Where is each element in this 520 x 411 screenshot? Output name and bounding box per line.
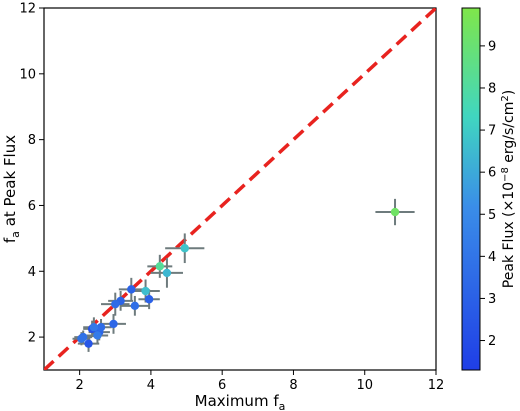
- data-point: [84, 339, 93, 348]
- x-tick-label: 10: [356, 378, 373, 393]
- data-point: [180, 244, 189, 253]
- data-point: [144, 295, 154, 304]
- x-tick-label: 4: [147, 378, 155, 393]
- y-tick-label: 8: [28, 133, 36, 148]
- colorbar-tick-label: 7: [488, 124, 496, 139]
- data-point: [155, 262, 165, 271]
- y-tick-label: 6: [28, 199, 36, 214]
- x-tick-label: 12: [428, 378, 445, 393]
- data-point: [89, 323, 99, 332]
- data-point: [141, 286, 150, 296]
- y-tick-label: 4: [28, 265, 36, 280]
- x-tick-label: 6: [218, 378, 226, 393]
- data-point: [162, 268, 172, 278]
- y-tick-label: 10: [19, 67, 36, 82]
- colorbar-tick-label: 5: [488, 208, 496, 223]
- colorbar-tick-label: 2: [488, 334, 496, 349]
- colorbar-tick-label: 3: [488, 292, 496, 307]
- y-tick-label: 2: [28, 331, 36, 346]
- y-axis-label: fa at Peak Flux: [1, 135, 22, 243]
- data-point: [93, 331, 102, 340]
- x-tick-label: 8: [289, 378, 297, 393]
- data-point: [111, 299, 120, 309]
- colorbar-tick-label: 8: [488, 81, 496, 96]
- one-to-one-reference-line: [44, 8, 436, 370]
- y-tick-label: 12: [19, 2, 36, 17]
- data-point: [130, 301, 140, 311]
- data-point: [127, 285, 136, 294]
- data-point: [77, 334, 86, 343]
- colorbar-tick-label: 4: [488, 250, 496, 265]
- x-axis-label: Maximum fa: [195, 392, 286, 411]
- x-tick-label: 2: [75, 378, 83, 393]
- data-point: [109, 319, 118, 329]
- colorbar-tick-label: 6: [488, 166, 496, 181]
- data-point: [390, 207, 400, 217]
- data-point: [96, 323, 106, 332]
- colorbar-label: Peak Flux (×10−8 erg/s/cm2): [500, 90, 517, 288]
- colorbar: [461, 7, 481, 371]
- colorbar-tick-label: 9: [488, 39, 496, 54]
